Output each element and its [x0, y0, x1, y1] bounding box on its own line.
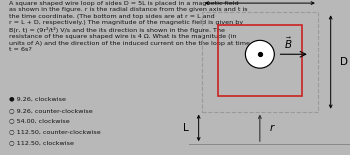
- Text: ○ 9.26, counter-clockwise: ○ 9.26, counter-clockwise: [9, 108, 93, 113]
- Text: ● 9.26, clockwise: ● 9.26, clockwise: [9, 97, 66, 102]
- Text: L: L: [183, 123, 189, 133]
- Text: $\vec{B}$: $\vec{B}$: [284, 36, 293, 51]
- Text: A square shaped wire loop of sides D = 5L is placed in a magnetic field
as shown: A square shaped wire loop of sides D = 5…: [9, 1, 250, 52]
- Text: ○ 54.00, clockwise: ○ 54.00, clockwise: [9, 119, 70, 124]
- Text: r: r: [270, 123, 274, 133]
- Text: D: D: [340, 57, 348, 67]
- Circle shape: [245, 40, 274, 68]
- Bar: [218, 25, 302, 96]
- Text: ○ 112.50, counter-clockwise: ○ 112.50, counter-clockwise: [9, 129, 101, 134]
- Bar: [202, 12, 318, 112]
- Text: ○ 112.50, clockwise: ○ 112.50, clockwise: [9, 140, 74, 145]
